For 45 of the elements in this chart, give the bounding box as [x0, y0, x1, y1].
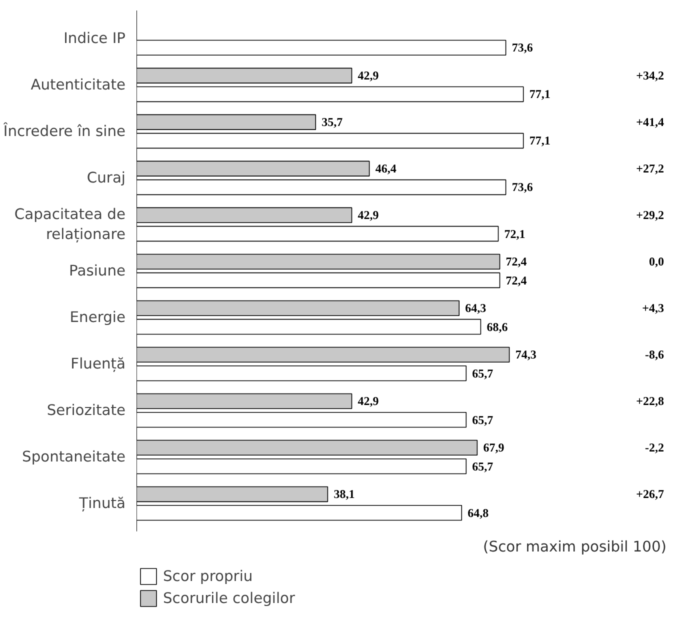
- y-tick-label: Indice IP: [64, 30, 126, 47]
- data-label: 72,1: [504, 226, 526, 241]
- y-tick-label: Încredere în sine: [2, 122, 126, 140]
- data-label: 64,3: [465, 301, 486, 316]
- data-label: 38,1: [334, 487, 355, 502]
- y-tick-label: Energie: [70, 308, 126, 326]
- y-tick-label: Curaj: [86, 169, 126, 186]
- text: 0,0: [648, 254, 664, 269]
- data-label: 73,6: [512, 40, 533, 55]
- y-tick-label: Spontaneitate: [22, 448, 126, 466]
- data-label: 42,9: [358, 394, 379, 408]
- data-label: 73,6: [512, 180, 533, 194]
- data-label: 74,3: [515, 348, 536, 362]
- text: -2,2: [644, 440, 664, 455]
- y-tick-label: Autenticitate: [30, 76, 126, 94]
- text: -8,6: [644, 348, 664, 362]
- text: +22,8: [636, 394, 664, 408]
- text: +34,2: [636, 68, 664, 83]
- data-label: 65,7: [472, 412, 494, 427]
- y-tick-label: Pasiune: [69, 262, 126, 280]
- legend-label: Scor propriu: [163, 568, 253, 584]
- data-label: 65,7: [472, 459, 494, 474]
- text: +26,7: [636, 487, 664, 502]
- y-tick-label: Fluență: [70, 355, 126, 372]
- data-label: 46,4: [375, 162, 396, 176]
- text: (Scor maxim posibil 100): [483, 538, 667, 556]
- data-label: 42,9: [358, 68, 379, 83]
- y-tick-label: Ținută: [78, 495, 126, 512]
- text: +4,3: [642, 301, 664, 316]
- text: +29,2: [636, 208, 664, 222]
- text: +41,4: [636, 115, 664, 130]
- data-label: 72,4: [506, 254, 527, 269]
- data-label: 64,8: [468, 506, 489, 520]
- data-label: 35,7: [322, 115, 343, 130]
- data-label: 65,7: [472, 366, 494, 380]
- data-label: 77,1: [529, 134, 550, 148]
- data-label: 42,9: [358, 208, 379, 222]
- data-label: 77,1: [529, 87, 550, 102]
- data-label: 72,4: [506, 273, 527, 288]
- legend-label: Scorurile colegilor: [163, 590, 296, 606]
- y-tick-label: Capacitatea de relaționare: [14, 206, 126, 244]
- text: +27,2: [636, 162, 664, 176]
- data-label: 68,6: [486, 320, 508, 334]
- y-tick-label: Seriozitate: [46, 402, 126, 419]
- data-label: 67,9: [483, 440, 504, 455]
